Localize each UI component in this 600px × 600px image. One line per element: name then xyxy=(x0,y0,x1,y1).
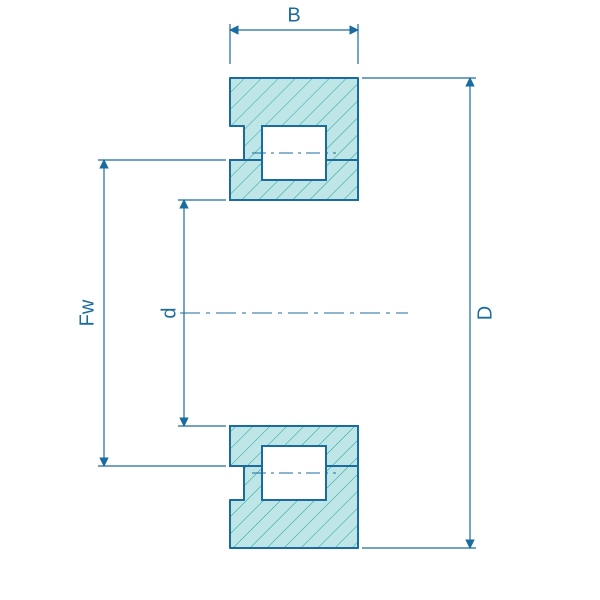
dimension-label: Fw xyxy=(76,299,98,326)
bearing-diagram: B Dd Fw xyxy=(0,0,600,600)
dimension-label: d xyxy=(158,307,180,318)
dimension-label: B xyxy=(287,4,300,26)
dimension-label: D xyxy=(474,306,496,320)
